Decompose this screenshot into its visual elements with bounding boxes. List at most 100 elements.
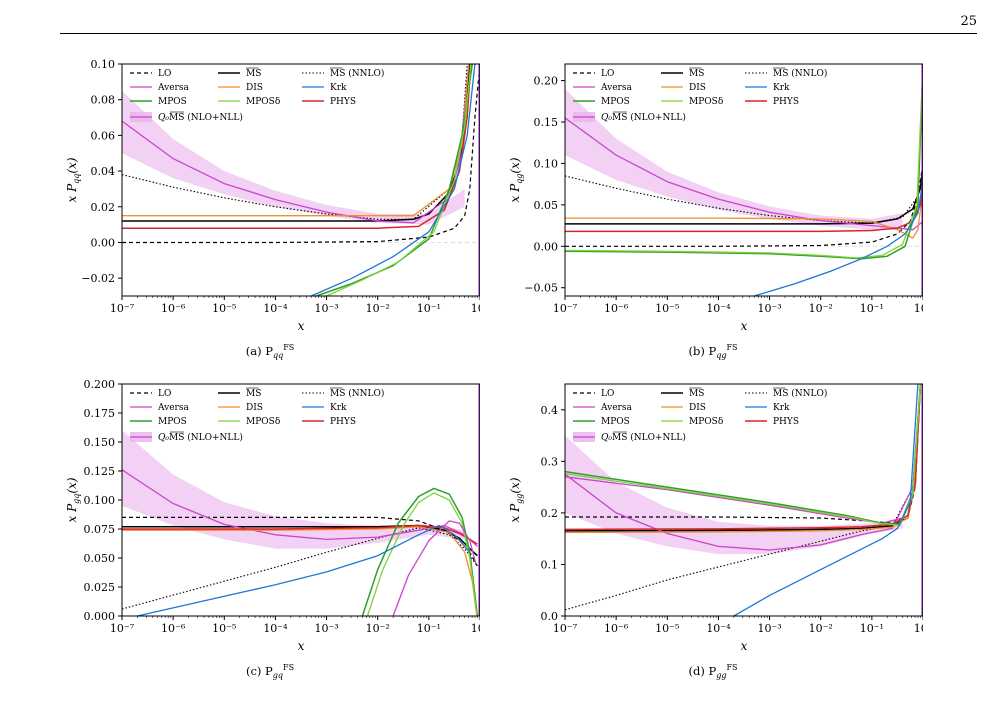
x-tick-label: 10⁻⁷ [110, 302, 135, 315]
svg-text:Q₀MS (NLO+NLL): Q₀MS (NLO+NLL) [601, 432, 686, 443]
x-tick-label: 10⁻⁴ [263, 302, 288, 315]
legend: LO MS MS (NNLO) Aversa DIS Krk MPOS MPOSδ PHYS Q₀… [573, 67, 827, 123]
plot-frame [121, 63, 480, 297]
legend-entry-phys: PHYS [745, 97, 799, 107]
x-tick-label: 10⁻⁶ [604, 302, 629, 315]
y-tick-label: 0.05 [534, 199, 559, 212]
legend-entry-aversa: Aversa [573, 403, 632, 413]
legend-entry-msbar_nnlo: MS (NNLO) [302, 67, 384, 79]
legend-entry-q0msbar: Q₀MS (NLO+NLL) [130, 111, 243, 123]
legend-entry-krk: Krk [745, 403, 790, 413]
y-tick-label: 0.04 [91, 165, 116, 178]
legend-entry-phys: PHYS [302, 417, 356, 427]
y-tick-label: 0.08 [91, 94, 116, 107]
svg-text:DIS: DIS [689, 83, 706, 93]
svg-text:MS (NNLO): MS (NNLO) [773, 388, 827, 399]
svg-text:LO: LO [601, 389, 614, 399]
svg-text:LO: LO [601, 69, 614, 79]
legend-entry-aversa: Aversa [130, 403, 189, 413]
uncertainty-band [565, 435, 903, 555]
legend-entry-phys: PHYS [302, 97, 356, 107]
legend-entry-mposdelta: MPOSδ [661, 417, 723, 427]
x-tick-label: 10⁻⁵ [655, 302, 679, 315]
legend-entry-mpos: MPOS [130, 417, 187, 427]
y-tick-label: 0.06 [91, 129, 116, 142]
plot-area [565, 384, 923, 616]
legend-entry-msbar: MS [661, 67, 704, 79]
svg-text:Aversa: Aversa [600, 403, 632, 413]
legend-entry-msbar: MS [218, 387, 261, 399]
legend-entry-aversa: Aversa [573, 83, 632, 93]
x-tick-label: 10⁻⁶ [604, 622, 629, 635]
x-tick-label: 10⁻³ [314, 622, 338, 635]
svg-text:Aversa: Aversa [157, 83, 189, 93]
series-dis [122, 64, 470, 217]
series-krk [733, 384, 919, 616]
series-krk [754, 179, 923, 296]
x-tick-label: 10⁻¹ [417, 302, 441, 315]
caption-d: (d) PggFS [688, 663, 738, 681]
svg-text:Krk: Krk [773, 83, 790, 93]
svg-text:Aversa: Aversa [600, 83, 632, 93]
series-phys [565, 384, 922, 531]
x-axis-label: x [298, 639, 305, 653]
legend-entry-lo: LO [130, 69, 171, 79]
x-tick-label: 10⁻⁴ [706, 302, 731, 315]
svg-text:MS (NNLO): MS (NNLO) [330, 68, 384, 79]
uncertainty-band [565, 88, 903, 230]
x-tick-label: 10⁻⁵ [212, 302, 236, 315]
x-tick-label: 10⁻² [809, 302, 833, 315]
legend-entry-mposdelta: MPOSδ [218, 417, 280, 427]
svg-text:MPOSδ: MPOSδ [689, 97, 723, 107]
legend: LO MS MS (NNLO) Aversa DIS Krk MPOS MPOSδ PHYS Q₀… [130, 387, 384, 443]
legend-entry-msbar: MS [661, 387, 704, 399]
x-tick-label: 10⁻⁶ [161, 302, 186, 315]
legend-entry-q0msbar: Q₀MS (NLO+NLL) [573, 111, 686, 123]
caption-c: (c) PgqFS [245, 663, 295, 681]
svg-text:Q₀MS (NLO+NLL): Q₀MS (NLO+NLL) [158, 112, 243, 123]
series-mposdelta [326, 64, 472, 296]
series-aversa [565, 117, 923, 231]
x-tick-label: 10⁻¹ [417, 622, 441, 635]
legend-entry-dis: DIS [218, 83, 263, 93]
legend-entry-msbar_nnlo: MS (NNLO) [302, 387, 384, 399]
legend-entry-phys: PHYS [745, 417, 799, 427]
legend-entry-q0msbar: Q₀MS (NLO+NLL) [130, 431, 243, 443]
x-tick-label: 10⁻² [366, 302, 390, 315]
x-tick-label: 10⁻⁴ [706, 622, 731, 635]
svg-text:PHYS: PHYS [330, 417, 356, 427]
chart-d: 10⁻⁷ 10⁻⁶ 10⁻⁵ 10⁻⁴ 10⁻³ 10⁻² 10⁻¹ 10⁰ 0.0 0.1 0.2… [508, 383, 923, 653]
x-axis-label: x [741, 639, 748, 653]
legend: LO MS MS (NNLO) Aversa DIS Krk MPOS MPOSδ PHYS Q₀… [130, 67, 384, 123]
y-axis-label: x Pqq(x) [65, 157, 81, 202]
x-tick-label: 10⁻⁵ [655, 622, 679, 635]
series-mpos [316, 64, 474, 296]
x-tick-label: 10⁻³ [314, 302, 338, 315]
svg-text:Q₀MS (NLO+NLL): Q₀MS (NLO+NLL) [601, 112, 686, 123]
x-tick-label: 10⁻³ [757, 622, 781, 635]
header-rule [60, 33, 977, 34]
y-tick-label: 0.025 [84, 581, 116, 594]
figure-panel-b: 10⁻⁷ 10⁻⁶ 10⁻⁵ 10⁻⁴ 10⁻³ 10⁻² 10⁻¹ 10⁰ −0.05 0.00… [503, 48, 923, 360]
series-krk [137, 524, 471, 616]
figure-panel-a: 10⁻⁷ 10⁻⁶ 10⁻⁵ 10⁻⁴ 10⁻³ 10⁻² 10⁻¹ 10⁰ −0.02 0.00… [60, 48, 480, 360]
legend-entry-krk: Krk [302, 403, 347, 413]
x-tick-label: 10⁻² [809, 622, 833, 635]
y-tick-label: 0.200 [84, 378, 116, 391]
x-tick-label: 10⁻⁴ [263, 622, 288, 635]
svg-text:MPOSδ: MPOSδ [689, 417, 723, 427]
plot-area [122, 384, 480, 616]
y-tick-label: 0.175 [84, 407, 116, 420]
legend-entry-aversa: Aversa [130, 83, 189, 93]
x-tick-label: 10⁰ [471, 622, 480, 635]
series-msbar [565, 163, 923, 225]
y-tick-label: 0.125 [84, 465, 116, 478]
svg-text:Krk: Krk [330, 83, 347, 93]
chart-a: 10⁻⁷ 10⁻⁶ 10⁻⁵ 10⁻⁴ 10⁻³ 10⁻² 10⁻¹ 10⁰ −0.02 0.00… [65, 58, 480, 333]
svg-text:Krk: Krk [330, 403, 347, 413]
y-tick-label: 0.050 [84, 552, 116, 565]
series-aversa [565, 384, 922, 551]
y-tick-label: 0.00 [91, 236, 116, 249]
legend-entry-dis: DIS [218, 403, 263, 413]
legend-entry-msbar: MS [218, 67, 261, 79]
